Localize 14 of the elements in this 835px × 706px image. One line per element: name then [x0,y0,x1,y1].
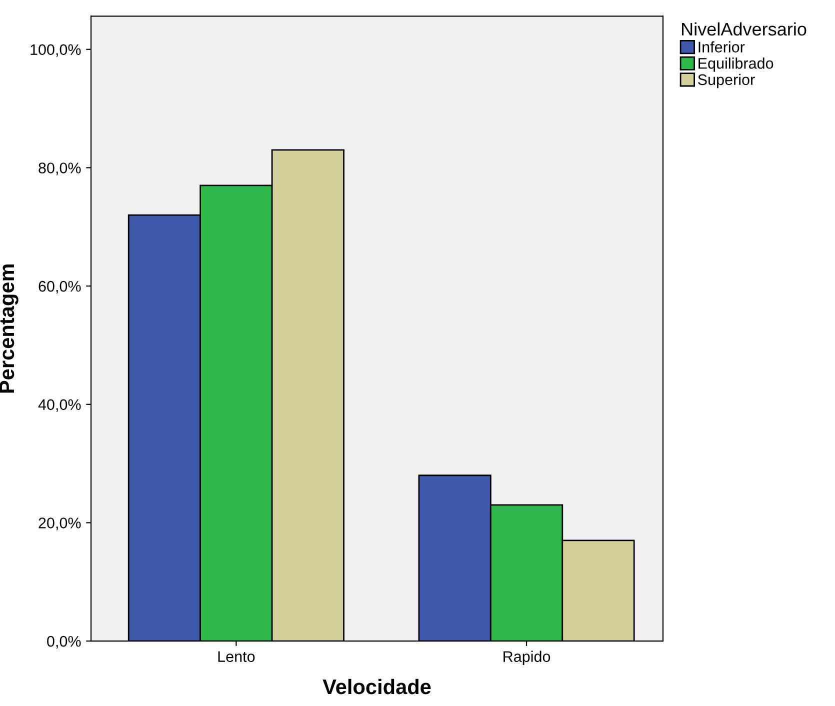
y-tick-label: 60,0% [38,280,81,294]
legend-label: Superior [698,74,755,88]
y-axis-title: Percentagem [0,264,18,393]
y-tick-label: 20,0% [38,518,81,530]
legend-label: Inferior [698,41,745,52]
y-tick-label: 40,0% [38,399,81,412]
x-tick-label: Rapido [504,650,550,666]
y-tick-label: 80,0% [38,162,81,176]
legend-title: NivelAdversario [682,22,806,36]
x-axis-title: Velocidade [322,678,431,694]
legend-label: Equilibrado [698,58,774,72]
x-tick-label: Lento [218,651,255,662]
y-tick-label: 0,0% [47,636,81,649]
y-tick-label: 100,0% [30,44,81,57]
